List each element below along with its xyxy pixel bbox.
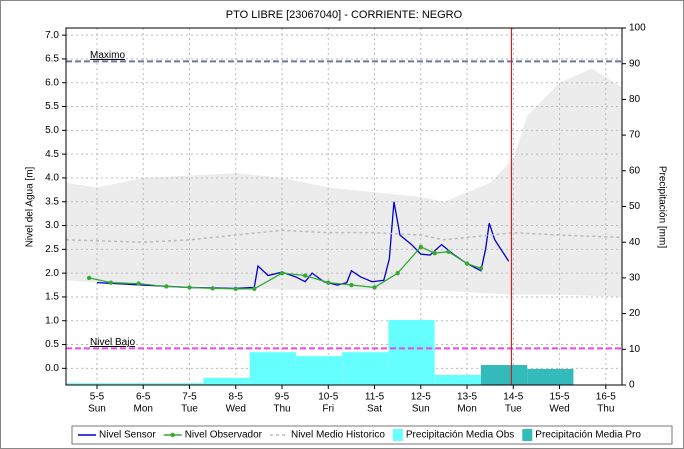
- y-tick-label: 5.0: [45, 125, 59, 136]
- legend-label: Precipitación Media Pro: [535, 430, 641, 441]
- obs-point: [210, 286, 215, 291]
- obs-point: [326, 280, 331, 285]
- x-tick-weekday: Fri: [322, 404, 334, 415]
- obs-point: [233, 286, 238, 292]
- y-tick-label: 0.5: [45, 339, 59, 350]
- obs-point: [164, 284, 169, 289]
- y-tick-label: 0.0: [45, 363, 59, 374]
- plot-border: [65, 27, 623, 386]
- precip-bar: [480, 365, 528, 385]
- obs-point: [86, 275, 92, 281]
- y-tick-label: 4.5: [45, 149, 59, 160]
- obs-point: [395, 270, 400, 276]
- x-tick-weekday: Thu: [597, 404, 614, 415]
- x-tick-label: 8-5: [229, 392, 244, 403]
- x-tick-label: 12-5: [411, 392, 431, 403]
- y2-tick-label: 70: [629, 130, 641, 141]
- x-tick-label: 6-5: [136, 392, 151, 403]
- precip-bar: [295, 356, 343, 385]
- legend-swatch: [522, 429, 533, 441]
- y-tick-label: 2.0: [45, 268, 59, 279]
- obs-point: [372, 285, 377, 290]
- y-tick-label: 6.0: [45, 77, 59, 88]
- obs-point: [252, 286, 257, 292]
- x-tick-weekday: Thu: [273, 404, 290, 415]
- precip-bar: [66, 383, 111, 385]
- legend-label: Precipitación Media Obs: [406, 430, 514, 441]
- obs-point: [432, 250, 437, 256]
- obs-point: [187, 285, 192, 290]
- precip-bar: [110, 383, 158, 385]
- x-tick-label: 11-5: [365, 392, 385, 403]
- obs-point: [418, 244, 423, 250]
- x-tick-weekday: Wed: [549, 404, 569, 415]
- x-tick-weekday: Mon: [457, 404, 476, 415]
- obs-point: [464, 261, 470, 266]
- y-tick-label: 4.0: [45, 173, 59, 184]
- legend-label: Nivel Medio Historico: [291, 430, 385, 441]
- obs-point: [136, 281, 141, 286]
- y-axis-label: Nivel del Agua [m]: [25, 166, 36, 247]
- x-tick-label: 7-5: [182, 392, 197, 403]
- y2-tick-label: 10: [629, 344, 641, 355]
- y-tick-label: 3.5: [45, 196, 59, 207]
- obs-point: [302, 273, 308, 278]
- reference-label: Maximo: [90, 50, 125, 61]
- y2-tick-label: 40: [629, 237, 641, 248]
- precip-bar: [527, 368, 574, 385]
- obs-point: [478, 266, 484, 271]
- y2-tick-label: 0: [629, 380, 635, 391]
- historic-range: [66, 68, 622, 297]
- precip-bar: [434, 375, 481, 385]
- x-tick-weekday: Wed: [226, 404, 246, 415]
- legend-box: [71, 425, 673, 445]
- y-tick-label: 5.5: [45, 101, 59, 112]
- x-tick-label: 14-5: [503, 392, 523, 403]
- x-tick-label: 15-5: [550, 392, 570, 403]
- y-tick-label: 3.0: [45, 220, 59, 231]
- y-tick-label: 1.0: [45, 315, 59, 326]
- legend-label: Nivel Observador: [185, 430, 263, 441]
- chart-title: PTO LIBRE [23067040] - CORRIENTE: NEGRO: [226, 9, 463, 21]
- x-tick-label: 16-5: [596, 392, 616, 403]
- y2-tick-label: 20: [629, 308, 641, 319]
- y-tick-label: 2.5: [45, 244, 59, 255]
- y2-tick-label: 60: [629, 165, 641, 176]
- obs-point: [108, 280, 114, 285]
- precip-bar: [157, 383, 204, 385]
- precip-bar: [388, 320, 435, 385]
- x-tick-label: 9-5: [275, 392, 290, 403]
- y2-tick-label: 100: [629, 23, 646, 34]
- legend-swatch: [392, 429, 403, 441]
- y-tick-label: 6.5: [45, 54, 59, 65]
- y2-tick-label: 90: [629, 58, 641, 69]
- x-tick-weekday: Sun: [88, 404, 106, 415]
- x-tick-label: 10-5: [318, 392, 338, 403]
- legend-label: Nivel Sensor: [99, 430, 156, 441]
- precip-bar: [203, 377, 250, 385]
- x-tick-weekday: Tue: [181, 404, 198, 415]
- precip-bar: [342, 352, 389, 385]
- x-tick-weekday: Sun: [412, 404, 430, 415]
- obs-point: [446, 249, 451, 254]
- precip-bar: [249, 352, 296, 385]
- x-tick-label: 13-5: [457, 392, 477, 403]
- x-tick-weekday: Sat: [367, 404, 382, 415]
- x-tick-label: 5-5: [90, 392, 105, 403]
- x-tick-weekday: Tue: [505, 404, 522, 415]
- y2-tick-label: 30: [629, 273, 641, 284]
- y-tick-label: 7.0: [45, 30, 59, 41]
- obs-point: [349, 282, 354, 288]
- legend-swatch: [170, 432, 175, 438]
- x-tick-weekday: Mon: [134, 404, 153, 415]
- obs-point: [279, 270, 285, 276]
- y-tick-label: 1.5: [45, 292, 59, 303]
- y2-tick-label: 80: [629, 94, 641, 105]
- y2-axis-label: Precipitación [mm]: [656, 166, 667, 248]
- y2-tick-label: 50: [629, 201, 641, 212]
- reference-label: Nivel Bajo: [90, 337, 135, 348]
